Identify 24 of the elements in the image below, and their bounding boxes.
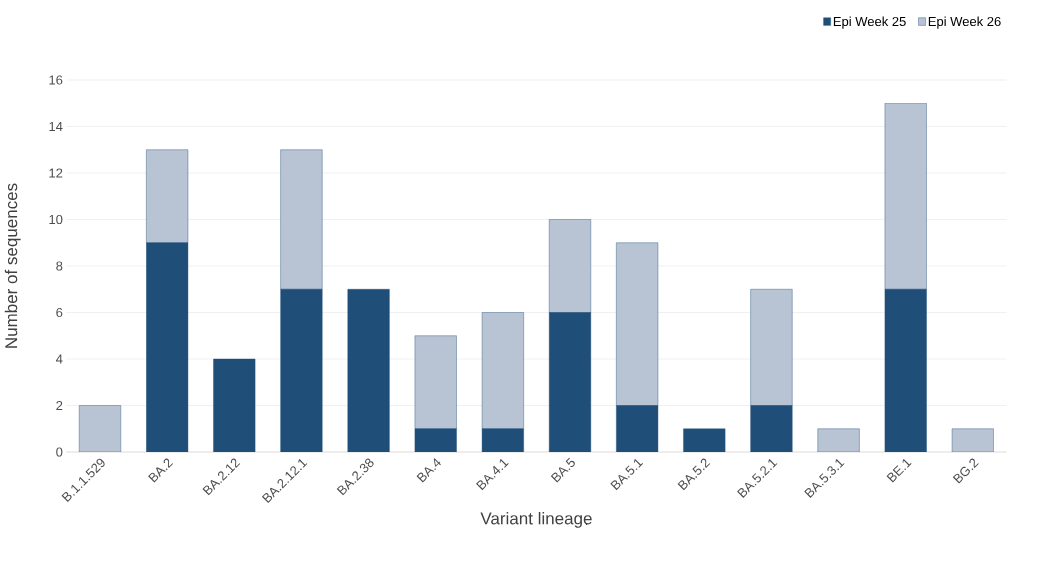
- y-tick-label: 16: [49, 75, 63, 85]
- y-tick-label: 0: [56, 447, 63, 457]
- legend-label: Epi Week 25: [833, 16, 906, 29]
- y-tick-label: 2: [56, 400, 63, 411]
- bar: [481, 312, 524, 429]
- y-tick-label: 14: [49, 122, 63, 131]
- bar: [414, 335, 457, 429]
- legend-label: Epi Week 26: [928, 16, 1001, 29]
- bar: [78, 405, 122, 452]
- y-tick-label: 4: [55, 354, 63, 364]
- y-axis-title: Number of sequences: [4, 183, 21, 348]
- x-axis-title: Variant lineage: [480, 511, 592, 528]
- bar: [146, 149, 189, 243]
- bar: [951, 428, 994, 452]
- bar: [548, 219, 592, 313]
- bar: [616, 242, 659, 406]
- bar: [280, 149, 323, 290]
- y-tick-label: 10: [49, 214, 63, 225]
- bar: [884, 103, 927, 290]
- bar: [817, 428, 860, 452]
- bar: [750, 289, 793, 406]
- y-tick-label: 8: [56, 261, 63, 271]
- y-tick-label: 12: [49, 168, 63, 178]
- y-tick-label: 6: [56, 307, 63, 318]
